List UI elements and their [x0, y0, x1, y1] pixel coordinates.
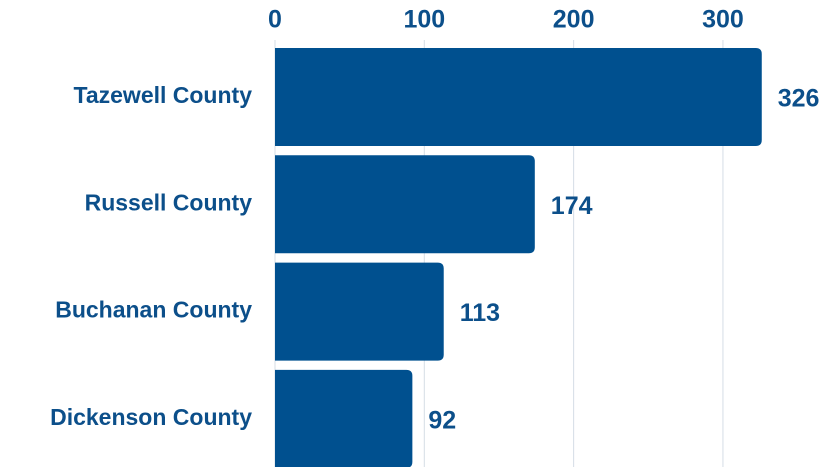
- y-tick-label: Tazewell County: [74, 82, 253, 108]
- value-label: 326: [778, 85, 820, 113]
- x-tick-label: 300: [702, 6, 744, 34]
- y-tick-label: Dickenson County: [50, 404, 252, 430]
- x-tick-label: 0: [268, 6, 282, 34]
- value-label: 113: [460, 299, 500, 327]
- bar: [275, 262, 444, 361]
- x-tick-label: 200: [553, 6, 595, 34]
- x-tick-label: 100: [403, 6, 445, 34]
- y-tick-label: Russell County: [85, 189, 253, 215]
- value-label: 92: [428, 407, 456, 435]
- y-tick-label: Buchanan County: [55, 297, 252, 323]
- value-label: 174: [551, 192, 593, 220]
- bar: [275, 155, 535, 254]
- bar: [275, 369, 413, 467]
- bar: [275, 48, 762, 146]
